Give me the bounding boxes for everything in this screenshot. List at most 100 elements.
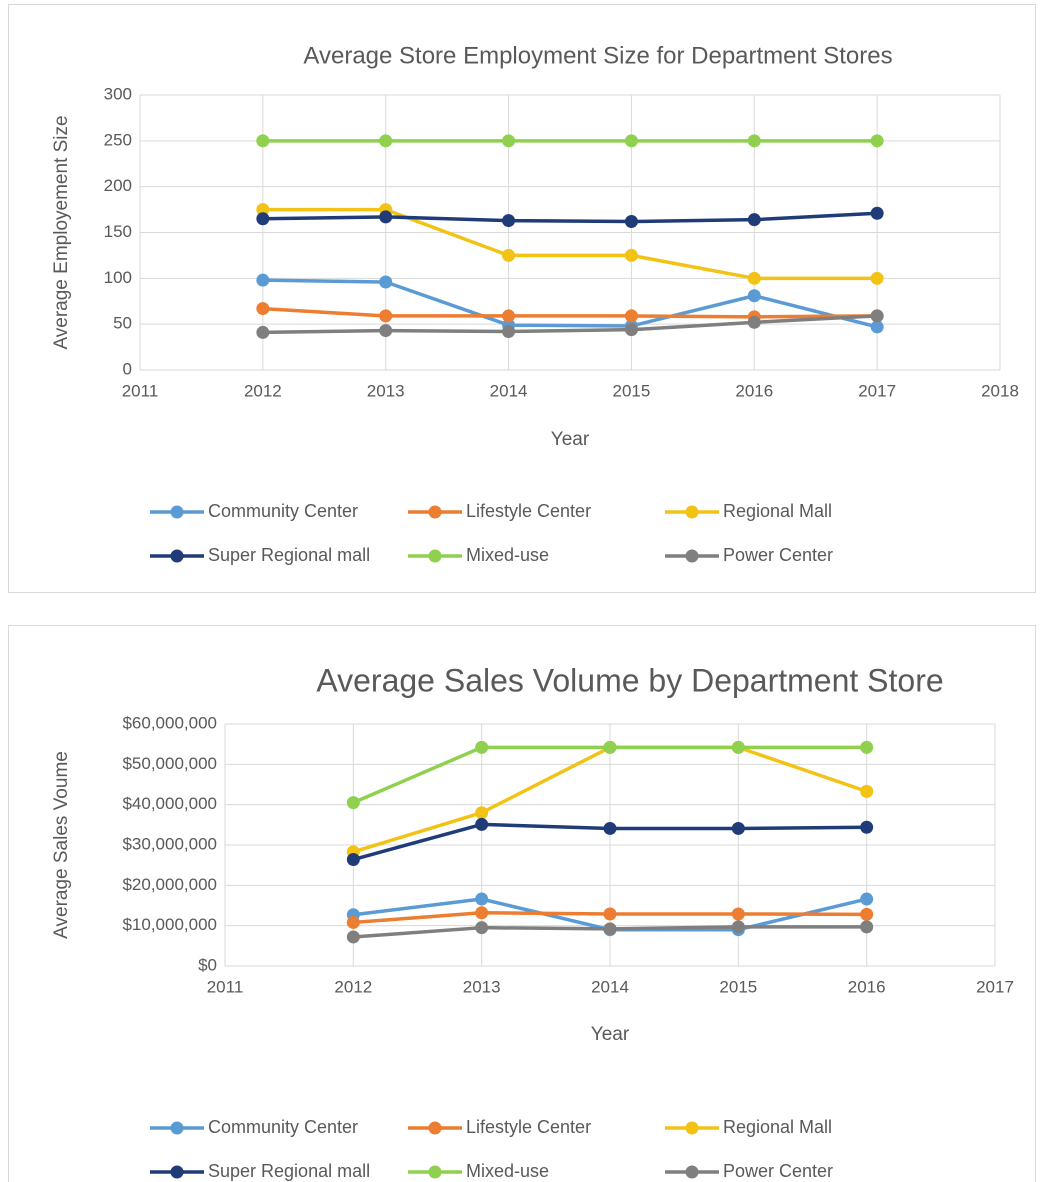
legend-marker xyxy=(428,1165,442,1179)
data-point xyxy=(870,206,884,220)
data-point xyxy=(475,906,489,920)
data-point xyxy=(379,275,393,289)
data-point xyxy=(475,806,489,820)
legend-marker xyxy=(685,1165,699,1179)
series-line xyxy=(262,306,878,319)
x-tick-label: 2015 xyxy=(719,977,757,996)
series-line xyxy=(262,207,878,281)
x-tick-label: 2015 xyxy=(613,381,651,400)
data-point xyxy=(860,907,874,921)
legend-marker xyxy=(428,549,442,563)
y-tick-label: $40,000,000 xyxy=(122,794,217,813)
data-point xyxy=(624,323,638,337)
data-point xyxy=(860,892,874,906)
chart-frame xyxy=(8,625,1036,1182)
data-point xyxy=(475,921,489,935)
data-point xyxy=(731,821,745,835)
data-point xyxy=(379,309,393,323)
data-point xyxy=(731,907,745,921)
legend-marker xyxy=(170,505,184,519)
x-tick-label: 2013 xyxy=(463,977,501,996)
data-point xyxy=(860,784,874,798)
series-line xyxy=(262,278,878,329)
legend-label: Mixed-use xyxy=(466,1161,549,1181)
data-point xyxy=(747,315,761,329)
y-axis-label: Average Sales Voume xyxy=(51,751,72,939)
x-axis-label: Year xyxy=(591,1024,630,1045)
data-point xyxy=(860,740,874,754)
data-point xyxy=(502,248,516,262)
data-point xyxy=(747,271,761,285)
x-tick-label: 2018 xyxy=(981,381,1019,400)
data-point xyxy=(870,309,884,323)
data-point xyxy=(624,248,638,262)
y-tick-label: 0 xyxy=(123,359,132,378)
data-point xyxy=(502,134,516,148)
legend-marker xyxy=(428,505,442,519)
data-point xyxy=(256,273,270,287)
y-tick-label: $20,000,000 xyxy=(122,875,217,894)
y-tick-label: 100 xyxy=(104,268,132,287)
data-point xyxy=(502,325,516,338)
data-point xyxy=(747,134,761,148)
legend-marker xyxy=(170,1121,184,1135)
data-point xyxy=(256,134,270,148)
legend-label: Power Center xyxy=(723,545,833,565)
data-point xyxy=(346,915,360,929)
data-point xyxy=(870,320,884,334)
y-tick-label: $10,000,000 xyxy=(122,915,217,934)
data-point xyxy=(256,325,270,339)
data-point xyxy=(624,215,638,228)
data-point xyxy=(603,907,617,921)
x-tick-label: 2016 xyxy=(735,381,773,400)
y-tick-label: 250 xyxy=(104,130,132,149)
data-point xyxy=(747,213,761,227)
legend-marker xyxy=(685,505,699,519)
y-tick-label: 200 xyxy=(104,176,132,195)
series-line xyxy=(262,314,878,335)
y-tick-label: 300 xyxy=(104,84,132,103)
x-tick-label: 2013 xyxy=(367,381,405,400)
x-tick-label: 2012 xyxy=(334,977,372,996)
data-point xyxy=(502,214,516,228)
data-point xyxy=(860,820,874,834)
legend-marker xyxy=(170,549,184,563)
data-point xyxy=(256,302,270,316)
legend-label: Lifestyle Center xyxy=(466,1117,591,1137)
legend-marker xyxy=(685,549,699,563)
data-point xyxy=(502,309,516,323)
data-point xyxy=(475,740,489,754)
legend-label: Super Regional mall xyxy=(208,1161,370,1181)
x-tick-label: 2011 xyxy=(122,381,159,400)
x-tick-label: 2016 xyxy=(848,977,886,996)
data-point xyxy=(603,922,617,936)
data-point xyxy=(747,289,761,303)
data-point xyxy=(870,134,884,148)
data-point xyxy=(475,817,489,831)
legend-label: Community Center xyxy=(208,501,358,521)
y-tick-label: 50 xyxy=(113,314,132,333)
data-point xyxy=(731,920,745,934)
legend-label: Lifestyle Center xyxy=(466,501,591,521)
data-point xyxy=(870,271,884,285)
data-point xyxy=(603,740,617,754)
legend-label: Super Regional mall xyxy=(208,545,370,565)
y-tick-label: $30,000,000 xyxy=(122,834,217,853)
legend-marker xyxy=(685,1121,699,1135)
x-tick-label: 2017 xyxy=(858,381,896,400)
data-point xyxy=(379,210,393,224)
x-tick-label: 2011 xyxy=(207,977,244,996)
data-point xyxy=(624,309,638,323)
y-tick-label: 150 xyxy=(104,222,132,241)
data-point xyxy=(624,134,638,148)
data-point xyxy=(379,324,393,338)
data-point xyxy=(346,796,360,810)
chart-title: Average Sales Volume by Department Store xyxy=(316,662,943,698)
legend-label: Mixed-use xyxy=(466,545,549,565)
x-tick-label: 2014 xyxy=(490,381,528,400)
x-axis-label: Year xyxy=(551,429,590,450)
data-point xyxy=(256,212,270,226)
y-axis-label: Average Employement Size xyxy=(51,115,72,349)
